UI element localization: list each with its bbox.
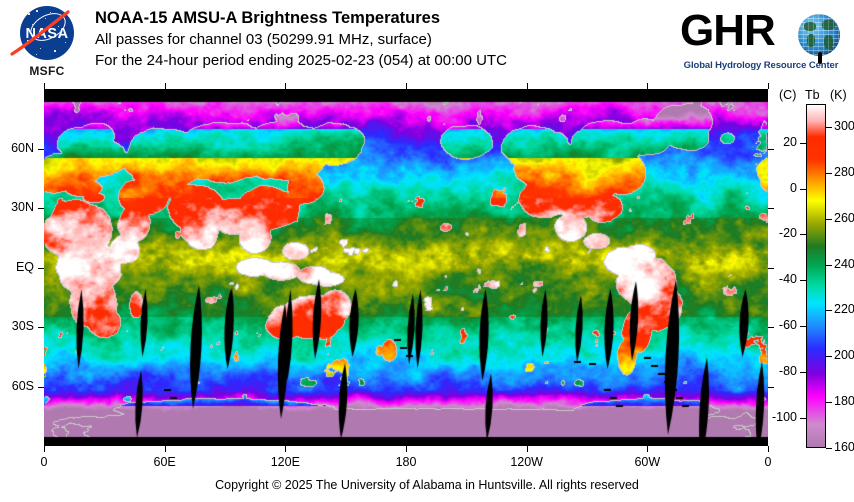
lat-tick [38,267,44,269]
colorbar-tick-celsius [800,280,806,282]
colorbar-tick-kelvin [826,218,832,220]
page-title: NOAA-15 AMSU-A Brightness Temperatures [95,9,441,27]
brightness-temperature-map [44,89,768,446]
globe-stand-icon [818,52,822,64]
colorbar-label-kelvin: 220 [834,302,854,317]
ghrc-logo: GHR Global Hydrology Resource Center [680,8,842,80]
colorbar-tick-celsius [800,326,806,328]
colorbar-tick-celsius [800,234,806,236]
colorbar-tick-celsius [800,142,806,144]
lon-label: 0 [40,455,48,469]
lon-tick [44,446,45,452]
lon-tick-top [406,83,407,89]
nasa-swoosh-icon [10,10,70,56]
lon-label: 120W [510,455,543,469]
colorbar-tick-celsius [800,417,806,419]
nasa-center-label: MSFC [29,64,65,78]
lon-tick [406,446,407,452]
colorbar-tick-celsius [800,371,806,373]
colorbar-unit-celsius: (C) [779,88,797,102]
globe-icon [798,14,840,56]
colorbar-label-celsius: -100 [771,409,797,424]
colorbar-label-celsius: -20 [778,226,797,241]
colorbar-label-celsius: -40 [778,272,797,287]
lat-tick-right [768,208,774,209]
colorbar-tick-celsius [800,188,806,190]
colorbar-tick-kelvin [826,310,832,312]
colorbar-label-kelvin: 200 [834,348,854,363]
title-block: NOAA-15 AMSU-A Brightness Temperatures A… [95,8,675,71]
lon-label: 120E [270,455,300,469]
lon-label: 180 [395,455,417,469]
lat-tick-right [768,386,774,388]
lon-tick [285,446,287,452]
ghrc-tagline: Global Hydrology Resource Center [683,60,839,71]
lat-label: 30S [11,319,34,333]
colorbar-label-kelvin: 280 [834,164,854,179]
lon-label: 60E [153,455,176,469]
colorbar-label-celsius: 0 [790,180,797,195]
colorbar-tick-kelvin [826,448,832,449]
lon-tick [164,446,166,452]
ghrc-acronym: GHR [680,6,776,55]
colorbar-label-kelvin: 160 [834,440,854,454]
colorbar-label-kelvin: 300 [834,118,854,133]
colorbar-label-celsius: -60 [778,318,797,333]
lat-tick [38,208,44,209]
colorbar-tick-kelvin [826,126,832,128]
lon-tick-top [768,83,769,89]
colorbar-tick-kelvin [826,356,832,358]
lon-tick-top [285,83,287,89]
colorbar [806,104,826,448]
lon-tick [768,446,769,452]
colorbar-tick-kelvin [826,264,832,266]
lat-tick [38,327,44,328]
colorbar-label-kelvin: 260 [834,210,854,225]
colorbar-label-celsius: -80 [778,363,797,378]
colorbar-label-kelvin: 180 [834,394,854,409]
colorbar-tick-kelvin [826,172,832,174]
channel-subtitle: All passes for channel 03 (50299.91 MHz,… [95,31,432,48]
colorbar-unit-kelvin: (K) [830,88,847,102]
nasa-logo: NASA MSFC [10,6,82,84]
lon-tick-top [44,83,45,89]
period-subtitle: For the 24-hour period ending 2025-02-23… [95,52,507,69]
lon-tick-top [164,83,166,89]
lat-tick-right [768,148,774,150]
lat-tick-right [768,267,774,269]
lat-label: EQ [15,259,34,274]
colorbar-label-celsius: 20 [783,134,797,149]
lat-tick [38,386,44,388]
lat-label: 30N [11,200,34,214]
lat-label: 60N [11,140,34,155]
lon-tick [526,446,528,452]
lon-tick-top [526,83,528,89]
colorbar-tick-kelvin [826,402,832,404]
copyright-notice: Copyright © 2025 The University of Alaba… [215,478,639,492]
map-raster [44,89,768,446]
lat-label: 60S [11,378,34,393]
lat-tick-right [768,327,774,328]
colorbar-gradient [806,104,826,448]
lon-tick [647,446,649,452]
colorbar-label-kelvin: 240 [834,256,854,271]
lat-tick [38,148,44,150]
lon-label: 60W [634,455,661,469]
lon-tick-top [647,83,649,89]
lon-label: 0 [764,455,772,469]
colorbar-variable-label: Tb [805,88,820,102]
